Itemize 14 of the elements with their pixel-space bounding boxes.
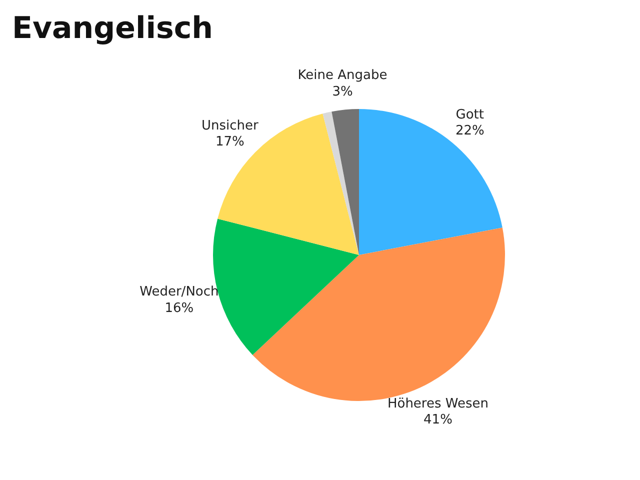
data-label: 17%	[216, 134, 244, 150]
slice-label: Gott	[456, 107, 484, 122]
pie-slice	[322, 112, 359, 255]
pie-slice	[359, 109, 502, 255]
slice-label: Unsicher	[202, 118, 260, 134]
data-label: 3%	[332, 84, 353, 100]
slice-label: Weder/Noch	[140, 284, 219, 300]
pie-slice	[332, 109, 359, 255]
slice-label: Keine Angabe	[298, 68, 388, 84]
chart-title: Evangelisch	[12, 11, 214, 46]
data-label: 41%	[424, 412, 452, 428]
data-label: 16%	[164, 300, 194, 316]
data-label: 22%	[455, 124, 484, 139]
slice-label: Höheres Wesen	[387, 396, 489, 412]
